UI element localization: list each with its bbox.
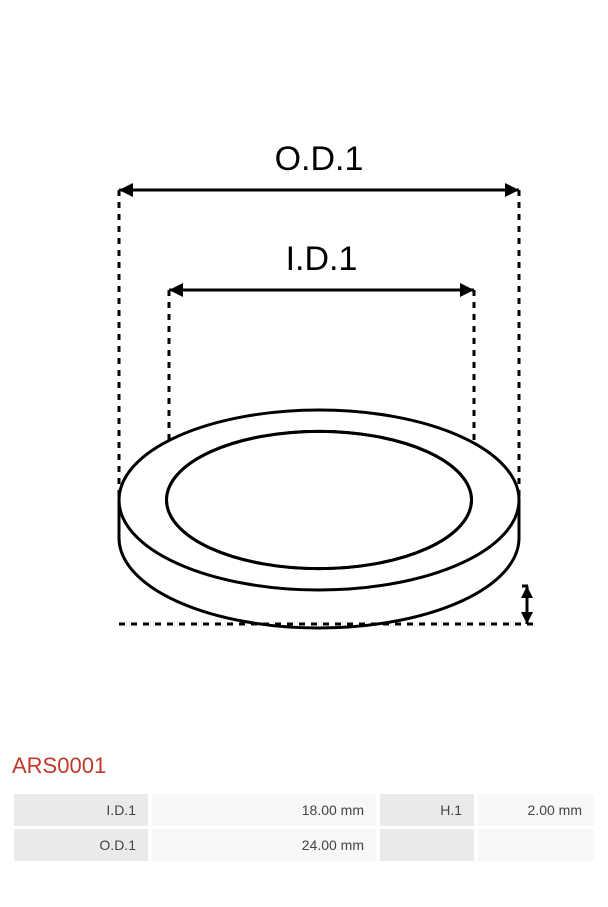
table-row: O.D.124.00 mm	[14, 829, 594, 861]
ring-dimension-svg: O.D.1I.D.1H.1	[74, 70, 534, 710]
od-label: O.D.1	[275, 140, 364, 178]
dim-label	[380, 829, 474, 861]
dim-label: I.D.1	[14, 794, 148, 826]
dim-value	[478, 829, 594, 861]
dim-value: 18.00 mm	[152, 794, 376, 826]
id-label: I.D.1	[286, 240, 358, 278]
dim-value: 24.00 mm	[152, 829, 376, 861]
dimensions-table: I.D.118.00 mmH.12.00 mmO.D.124.00 mm	[10, 791, 598, 864]
technical-diagram: O.D.1I.D.1H.1	[10, 70, 598, 713]
dim-label: O.D.1	[14, 829, 148, 861]
table-row: I.D.118.00 mmH.12.00 mm	[14, 794, 594, 826]
part-code-title: ARS0001	[12, 753, 598, 779]
dim-label: H.1	[380, 794, 474, 826]
dim-value: 2.00 mm	[478, 794, 594, 826]
